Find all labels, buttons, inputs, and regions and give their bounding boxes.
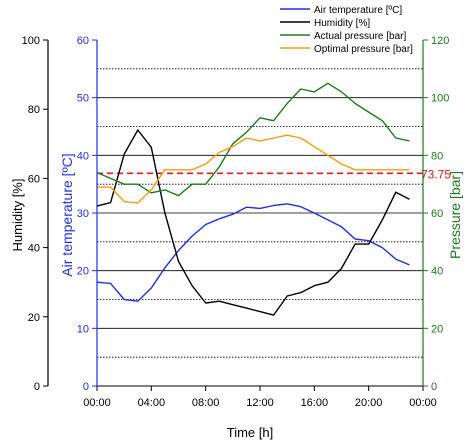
x-tick-label: 20:00 — [355, 397, 383, 409]
legend-entry: Air temperature [ºC] — [314, 5, 402, 16]
humidity-axis-label: Humidity [%] — [10, 179, 25, 252]
tick-label: 40 — [77, 150, 89, 162]
temperature-axis-label: Air temperature [ºC] — [59, 153, 75, 276]
time-axis: 00:00 04:00 08:00 12:00 16:00 20:00 00:00 — [83, 386, 437, 409]
legend-entry: Optimal pressure [bar] — [314, 44, 413, 55]
plot-series — [96, 82, 410, 316]
reference-line-group: 73.75 — [97, 167, 451, 181]
x-tick-label: 00:00 — [409, 397, 437, 409]
grid-lines — [97, 68, 423, 358]
tick-label: 20 — [28, 312, 40, 324]
x-tick-label: 12:00 — [246, 397, 274, 409]
tick-label: 80 — [431, 150, 443, 162]
tick-label: 120 — [431, 35, 449, 47]
tick-label: 80 — [28, 104, 40, 116]
legend-entry: Humidity [%] — [314, 18, 370, 29]
reference-line-label: 73.75 — [421, 167, 451, 181]
tick-label: 0 — [83, 381, 89, 393]
tick-label: 60 — [431, 208, 443, 220]
tick-label: 0 — [431, 381, 437, 393]
legend-entry: Actual pressure [bar] — [314, 31, 406, 42]
x-tick-label: 00:00 — [83, 397, 111, 409]
tick-label: 40 — [431, 266, 443, 278]
tick-label: 40 — [28, 243, 40, 255]
tick-label: 100 — [431, 93, 449, 105]
tick-label: 20 — [77, 266, 89, 278]
series-line — [96, 203, 410, 302]
pressure-axis: 0 20 40 60 80 100 120 — [422, 35, 449, 393]
pressure-axis-label: Pressure [bar] — [447, 171, 463, 259]
series-line — [97, 134, 410, 204]
tick-label: 20 — [431, 323, 443, 335]
legend: Air temperature [ºC] Humidity [%] Actual p… — [280, 5, 413, 55]
x-tick-label: 04:00 — [138, 397, 166, 409]
tick-label: 60 — [77, 35, 89, 47]
tick-label: 100 — [22, 35, 40, 47]
humidity-axis: 0 20 40 60 80 100 — [22, 35, 49, 393]
x-tick-label: 08:00 — [192, 397, 220, 409]
tick-label: 30 — [77, 208, 89, 220]
tick-label: 10 — [77, 323, 89, 335]
tick-label: 0 — [34, 381, 40, 393]
tick-label: 50 — [77, 93, 89, 105]
temperature-axis: 0 10 20 30 40 50 60 — [77, 35, 98, 393]
tick-label: 60 — [28, 173, 40, 185]
x-axis-label: Time [h] — [227, 425, 273, 440]
series-line — [96, 129, 410, 316]
x-tick-label: 16:00 — [301, 397, 329, 409]
